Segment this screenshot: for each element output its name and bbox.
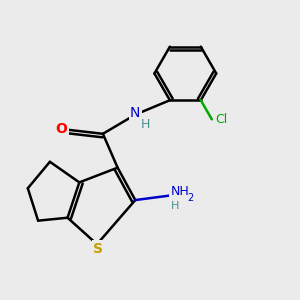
Text: S: S: [94, 242, 103, 256]
Text: Cl: Cl: [215, 113, 227, 126]
Text: H: H: [171, 201, 179, 211]
Text: O: O: [56, 122, 68, 136]
Text: N: N: [130, 106, 140, 120]
Text: 2: 2: [188, 193, 194, 203]
Text: H: H: [141, 118, 150, 131]
Text: NH: NH: [171, 185, 189, 198]
